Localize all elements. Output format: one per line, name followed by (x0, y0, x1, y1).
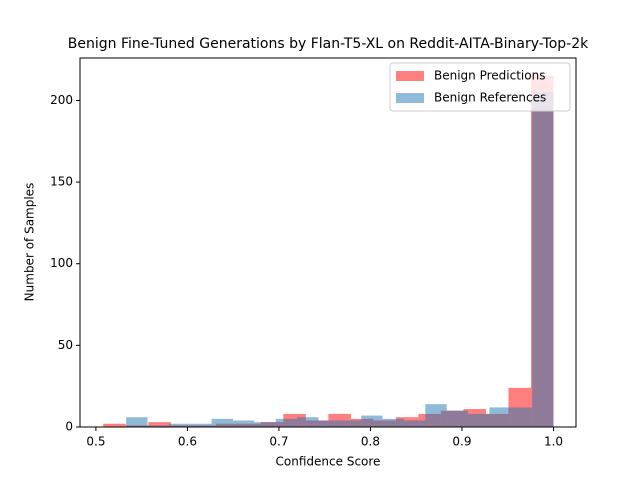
bar (190, 423, 212, 427)
bar (103, 423, 126, 427)
legend-frame (389, 62, 571, 112)
x-tick-label: 0.6 (178, 435, 197, 449)
chart-title: Benign Fine-Tuned Generations by Flan-T5… (68, 36, 589, 52)
bar (446, 410, 469, 427)
bar (532, 92, 554, 428)
x-axis-label: Confidence Score (276, 455, 381, 469)
legend-swatch (396, 71, 424, 81)
x-tick-label: 0.8 (361, 435, 380, 449)
bar (168, 423, 191, 427)
bar (233, 420, 255, 427)
legend-label: Benign Predictions (434, 69, 545, 83)
bar (510, 407, 533, 427)
legend-label: Benign References (434, 91, 546, 105)
y-tick-label: 200 (50, 93, 73, 107)
legend-swatch (396, 93, 424, 103)
bar (148, 422, 171, 427)
y-axis-label: Number of Samples (23, 183, 37, 302)
y-tick-label: 100 (50, 256, 73, 270)
bar (403, 420, 426, 427)
bar (147, 425, 169, 427)
y-tick-label: 50 (58, 338, 73, 352)
bar (489, 407, 511, 427)
bar (382, 418, 404, 427)
bar (211, 418, 234, 427)
bar (297, 417, 319, 427)
bar (339, 420, 362, 427)
bar (254, 422, 276, 427)
y-tick-label: 0 (65, 420, 73, 434)
plot-frame (79, 57, 577, 428)
y-tick-label: 150 (50, 175, 73, 189)
bar (318, 420, 340, 427)
x-tick-label: 0.9 (452, 435, 471, 449)
bar (126, 417, 148, 427)
bar (468, 413, 490, 427)
x-tick-label: 0.5 (86, 435, 105, 449)
legend: Benign Predictions Benign References (389, 62, 571, 112)
x-tick-label: 1.0 (544, 435, 563, 449)
x-tick-label: 0.7 (269, 435, 288, 449)
bar (275, 418, 298, 427)
bar (425, 404, 447, 427)
bar (361, 415, 383, 427)
